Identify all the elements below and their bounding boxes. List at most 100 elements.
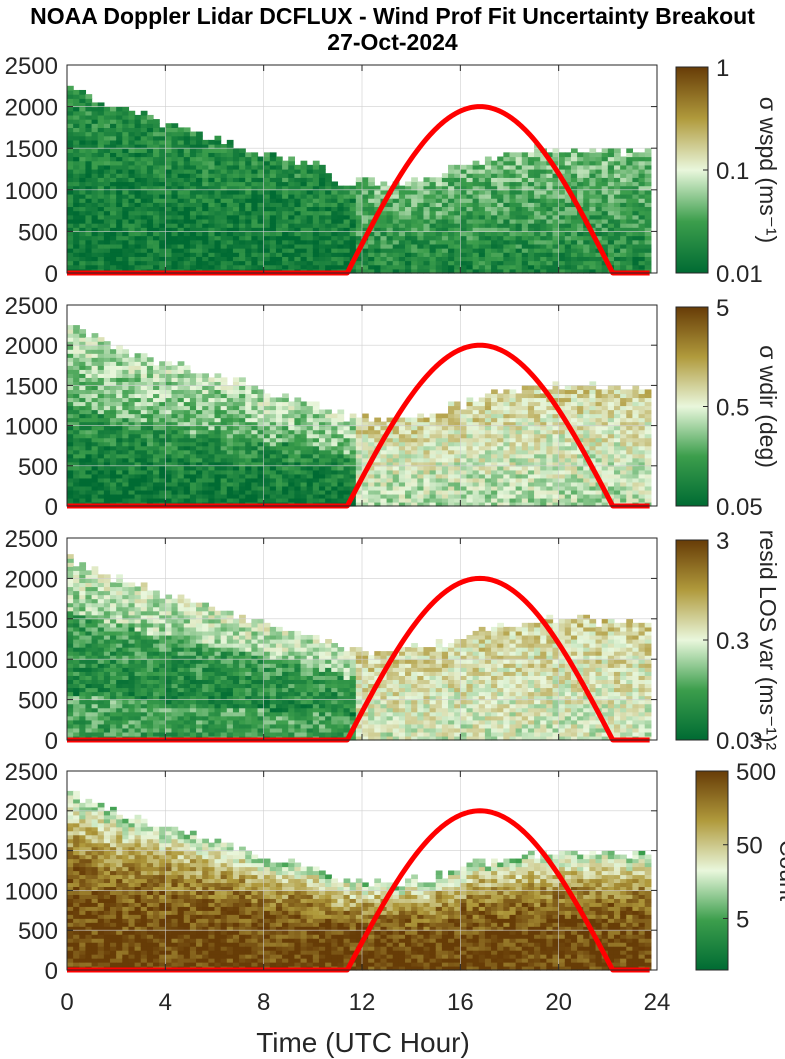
heatmap-cell: [91, 206, 99, 212]
heatmap-cell: [116, 210, 123, 216]
heatmap-cell: [454, 473, 461, 479]
heatmap-cell: [368, 260, 375, 266]
heatmap-cell: [140, 433, 148, 439]
heatmap-cell: [91, 409, 99, 415]
heatmap-cell: [196, 429, 203, 435]
heatmap-cell: [232, 449, 240, 455]
heatmap-cell: [540, 243, 547, 249]
heatmap-cell: [552, 206, 560, 212]
heatmap-cell: [570, 206, 578, 212]
heatmap-cell: [128, 164, 136, 170]
heatmap-cell: [472, 198, 480, 203]
heatmap-cell: [67, 144, 74, 149]
heatmap-cell: [159, 235, 166, 241]
heatmap-cell: [67, 325, 74, 330]
heatmap-cell: [515, 243, 523, 249]
heatmap-cell: [607, 189, 615, 195]
heatmap-cell: [245, 223, 252, 228]
heatmap-cell: [140, 397, 148, 403]
heatmap-cell: [491, 445, 498, 451]
heatmap-cell: [275, 445, 283, 451]
heatmap-cell: [85, 489, 93, 495]
heatmap-cell: [85, 218, 93, 224]
heatmap-cell: [91, 260, 99, 266]
heatmap-cell: [398, 210, 406, 216]
heatmap-cell: [552, 235, 560, 241]
heatmap-cell: [103, 223, 111, 228]
heatmap-cell: [288, 243, 295, 249]
heatmap-cell: [343, 433, 351, 439]
heatmap-cell: [601, 169, 609, 174]
heatmap-cell: [478, 465, 486, 471]
heatmap-cell: [110, 457, 117, 463]
heatmap-cell: [159, 206, 166, 212]
heatmap-cell: [589, 164, 597, 170]
heatmap-cell: [189, 441, 197, 447]
heatmap-cell: [534, 169, 541, 174]
heatmap-cell: [405, 501, 412, 507]
heatmap-cell: [153, 401, 160, 407]
heatmap-cell: [110, 409, 117, 415]
heatmap-cell: [570, 218, 578, 224]
heatmap-cell: [140, 114, 148, 120]
heatmap-cell: [294, 437, 302, 443]
heatmap-cell: [368, 489, 375, 495]
heatmap-cell: [67, 453, 74, 459]
heatmap-cell: [165, 227, 173, 232]
heatmap-cell: [91, 173, 99, 178]
heatmap-cell: [269, 453, 277, 459]
heatmap-cell: [140, 243, 148, 249]
heatmap-cell: [417, 485, 425, 491]
heatmap-cell: [405, 235, 412, 241]
heatmap-cell: [374, 433, 382, 439]
heatmap-cell: [374, 485, 382, 491]
heatmap-cell: [128, 425, 136, 431]
heatmap-cell: [626, 169, 634, 174]
heatmap-cell: [374, 185, 382, 191]
heatmap-cell: [435, 214, 443, 220]
heatmap-cell: [546, 252, 554, 257]
heatmap-cell: [177, 481, 185, 487]
heatmap-cell: [454, 409, 461, 415]
heatmap-cell: [497, 441, 504, 447]
heatmap-cell: [484, 485, 492, 491]
heatmap-cell: [429, 231, 437, 237]
heatmap-cell: [85, 206, 93, 212]
heatmap-cell: [245, 393, 252, 399]
heatmap-cell: [79, 181, 87, 187]
heatmap-cell: [509, 264, 517, 270]
heatmap-cell: [552, 239, 560, 245]
heatmap-cell: [116, 198, 123, 203]
heatmap-cell: [97, 260, 105, 266]
heatmap-cell: [306, 193, 314, 199]
heatmap-cell: [208, 206, 216, 212]
heatmap-cell: [73, 177, 80, 183]
heatmap-cell: [509, 256, 517, 262]
heatmap-cell: [269, 425, 277, 431]
heatmap-cell: [79, 433, 87, 439]
heatmap-cell: [331, 461, 339, 467]
heatmap-cell: [122, 481, 130, 487]
heatmap-cell: [165, 441, 173, 447]
y-tick-label: 0: [45, 261, 58, 288]
heatmap-cell: [441, 252, 449, 257]
heatmap-cell: [454, 413, 461, 419]
heatmap-cell: [183, 227, 191, 232]
heatmap-cell: [448, 169, 455, 174]
heatmap-cell: [251, 185, 259, 191]
heatmap-cell: [251, 417, 259, 423]
heatmap-cell: [484, 181, 492, 187]
heatmap-cell: [398, 481, 406, 487]
heatmap-cell: [208, 173, 216, 178]
heatmap-cell: [263, 227, 271, 232]
heatmap-cell: [521, 252, 529, 257]
heatmap-cell: [564, 156, 572, 162]
heatmap-cell: [257, 461, 265, 467]
heatmap-cell: [159, 202, 166, 208]
heatmap-cell: [294, 193, 302, 199]
heatmap-cell: [214, 437, 222, 443]
heatmap-cell: [177, 369, 185, 374]
heatmap-cell: [411, 465, 418, 471]
heatmap-cell: [497, 156, 504, 162]
heatmap-cell: [515, 218, 523, 224]
